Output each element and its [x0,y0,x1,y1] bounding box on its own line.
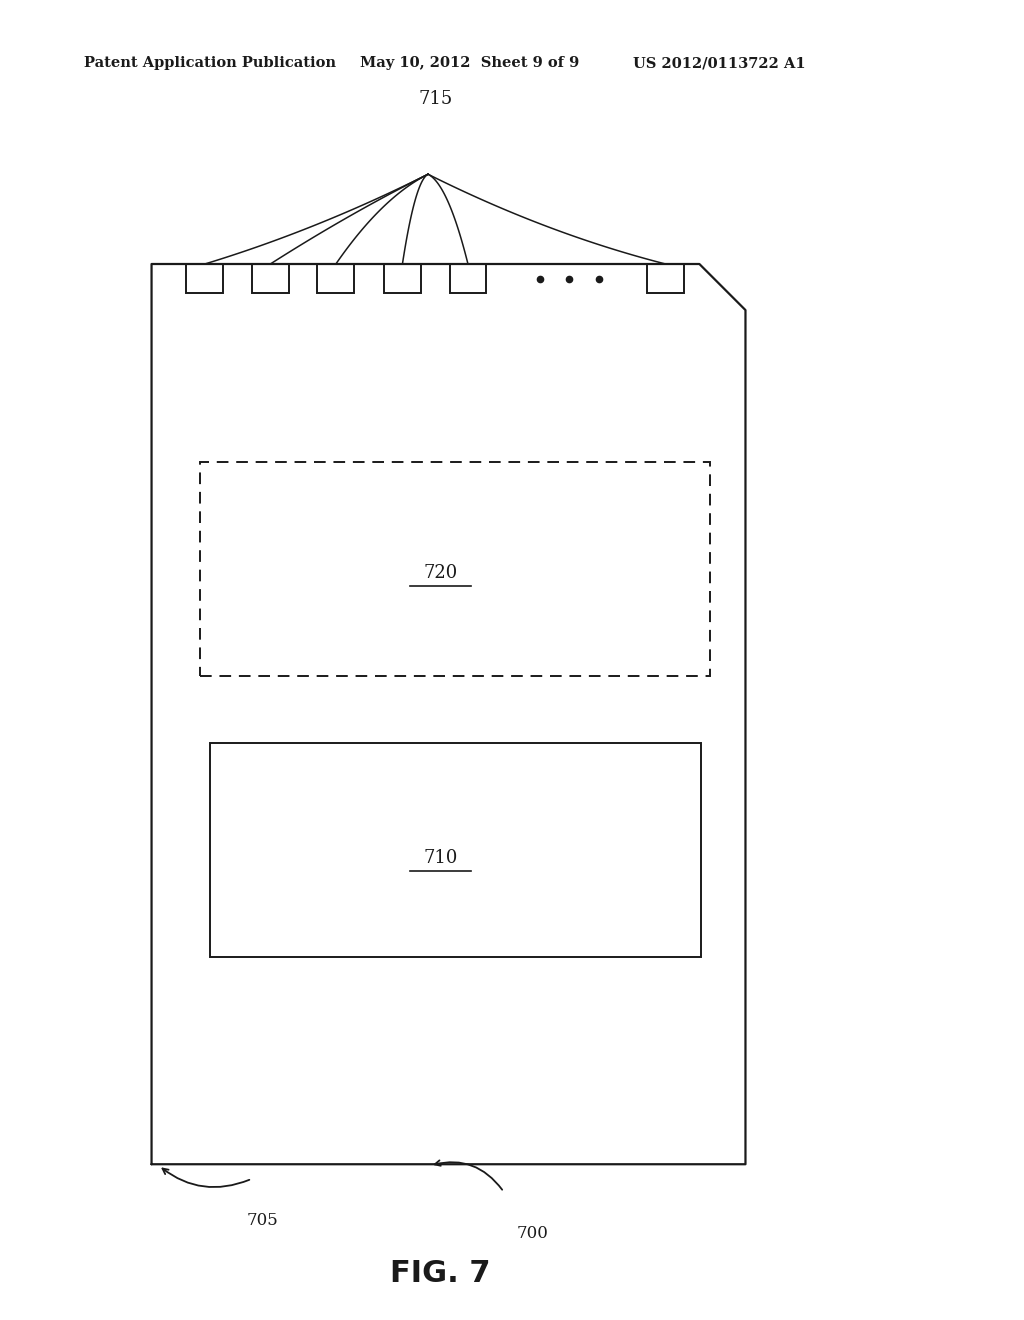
Bar [317,264,354,293]
Text: 705: 705 [246,1212,279,1229]
Text: FIG. 7: FIG. 7 [390,1259,490,1288]
Bar [384,264,421,293]
Bar [210,743,701,957]
Text: 720: 720 [423,564,458,582]
Bar [450,264,486,293]
Text: 710: 710 [423,849,458,867]
Text: US 2012/0113722 A1: US 2012/0113722 A1 [633,57,806,70]
Bar [252,264,289,293]
Bar [200,462,710,676]
Text: 700: 700 [517,1225,549,1242]
Text: May 10, 2012  Sheet 9 of 9: May 10, 2012 Sheet 9 of 9 [360,57,580,70]
Bar [647,264,684,293]
Text: 715: 715 [418,90,453,108]
Bar [186,264,223,293]
Text: Patent Application Publication: Patent Application Publication [84,57,336,70]
